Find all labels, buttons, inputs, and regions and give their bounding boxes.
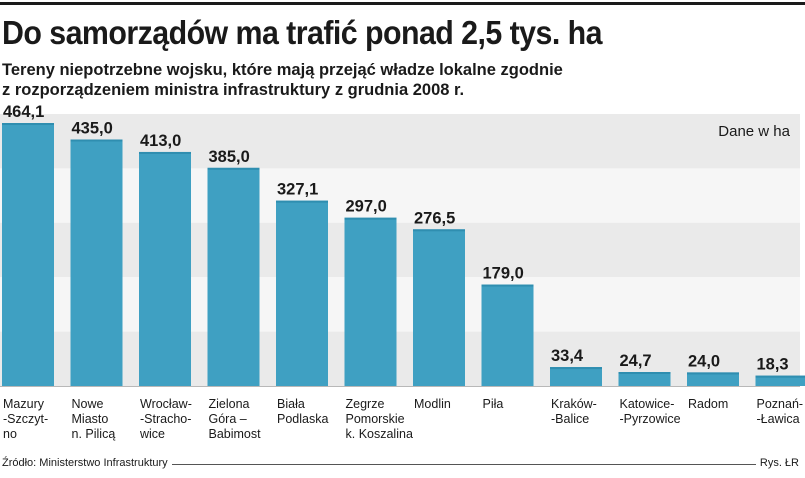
category-label-line: Podlaska: [277, 412, 328, 426]
category-label-line: -Ławica: [757, 412, 800, 426]
category-label: Nowe Miasto n. Pilicą: [72, 397, 116, 441]
bar-cap: [413, 229, 465, 232]
footer-rule: [2, 464, 799, 465]
bar-cap: [618, 372, 671, 375]
category-label-line: -Pyrzowice: [620, 412, 681, 426]
bar-cap: [2, 123, 54, 126]
bar-cap: [550, 367, 602, 370]
grid-band: [0, 114, 800, 169]
bar-value-label: 24,0: [688, 352, 720, 370]
category-label-line: wice: [139, 427, 165, 441]
category-label-line: -Balice: [551, 412, 589, 426]
category-label-line: Nowe: [72, 397, 104, 411]
bar-cap: [139, 151, 191, 154]
category-label: Modlin: [414, 397, 451, 411]
category-label-line: Modlin: [414, 397, 451, 411]
bar-cap: [276, 200, 328, 203]
bar-value-label: 464,1: [3, 103, 44, 121]
grid-band: [0, 168, 800, 223]
category-label-line: Góra –: [209, 412, 247, 426]
category-label: Kraków--Balice: [551, 397, 597, 426]
category-label: Mazury -Szczyt-no: [3, 397, 48, 441]
bar-value-label: 18,3: [757, 356, 789, 374]
bar: [618, 372, 671, 386]
bar-value-label: 297,0: [346, 198, 387, 216]
category-label: Piła: [483, 397, 504, 411]
bar-value-label: 413,0: [140, 132, 181, 150]
bar: [344, 217, 397, 386]
bar-cap: [481, 284, 534, 287]
bar: [687, 372, 739, 386]
bar-value-label: 24,7: [620, 352, 652, 370]
category-label: Radom: [688, 397, 728, 411]
bar: [550, 367, 602, 386]
category-label-line: Zegrze: [346, 397, 385, 411]
category-label: Biała Podlaska: [277, 397, 328, 426]
credit-note: Rys. ŁR: [755, 457, 799, 469]
category-label-line: Zielona: [209, 397, 250, 411]
bar: [207, 167, 260, 386]
category-label-line: Wrocław-: [140, 397, 192, 411]
category-label-line: Piła: [483, 397, 504, 411]
category-label-line: Kraków-: [551, 397, 597, 411]
top-rule: [0, 2, 805, 5]
subtitle-line-1: Tereny niepotrzebne wojsku, które mają p…: [2, 61, 563, 79]
category-label-line: Radom: [688, 397, 728, 411]
bar-value-label: 385,0: [209, 148, 250, 166]
bar-value-label: 179,0: [483, 265, 524, 283]
chart-title: Do samorządów ma trafić ponad 2,5 tys. h…: [2, 14, 602, 51]
bar-value-label: 33,4: [551, 347, 584, 365]
bar-value-label: 327,1: [277, 181, 318, 199]
bar-cap: [755, 375, 805, 378]
bar: [413, 229, 465, 386]
subtitle-line-2: z rozporządzeniem ministra infrastruktur…: [2, 81, 465, 99]
category-label-line: -Szczyt-: [3, 412, 48, 426]
category-label-line: Babimost: [209, 427, 262, 441]
category-label-line: Mazury: [3, 397, 45, 411]
category-label: Katowice--Pyrzowice: [620, 397, 681, 426]
bar: [276, 200, 328, 386]
bar: [481, 284, 534, 386]
category-label-line: Poznań-: [757, 397, 804, 411]
bar: [2, 123, 54, 386]
category-label-line: k. Koszalina: [346, 427, 413, 441]
bar-cap: [207, 167, 260, 170]
unit-note: Dane w ha: [718, 123, 790, 140]
bar: [70, 139, 123, 386]
bar: [755, 375, 805, 386]
category-label-line: Katowice-: [620, 397, 675, 411]
category-label: Wrocław--Stracho-wice: [139, 397, 192, 441]
chart-subtitle: Tereny niepotrzebne wojsku, które mają p…: [2, 60, 742, 100]
category-label: Zielona Góra – Babimost: [209, 397, 262, 441]
bar: [139, 151, 191, 386]
category-label-line: n. Pilicą: [72, 427, 116, 441]
category-label-line: Biała: [277, 397, 305, 411]
bar-value-label: 435,0: [72, 120, 113, 138]
grid-band: [0, 222, 800, 278]
bar-cap: [687, 372, 739, 375]
grid-band: [0, 277, 800, 332]
category-label-line: no: [3, 427, 17, 441]
category-label-line: Miasto: [72, 412, 109, 426]
bar-value-label: 276,5: [414, 209, 455, 227]
category-label-line: Pomorskie: [346, 412, 405, 426]
category-label: Poznań--Ławica: [757, 397, 804, 426]
source-note: Źródło: Ministerstwo Infrastruktury: [2, 457, 172, 469]
category-label-line: -Stracho-: [140, 412, 191, 426]
bar-cap: [344, 217, 397, 220]
bar-cap: [70, 139, 123, 142]
category-label: Zegrze Pomorskie k. Koszalina: [346, 397, 413, 441]
